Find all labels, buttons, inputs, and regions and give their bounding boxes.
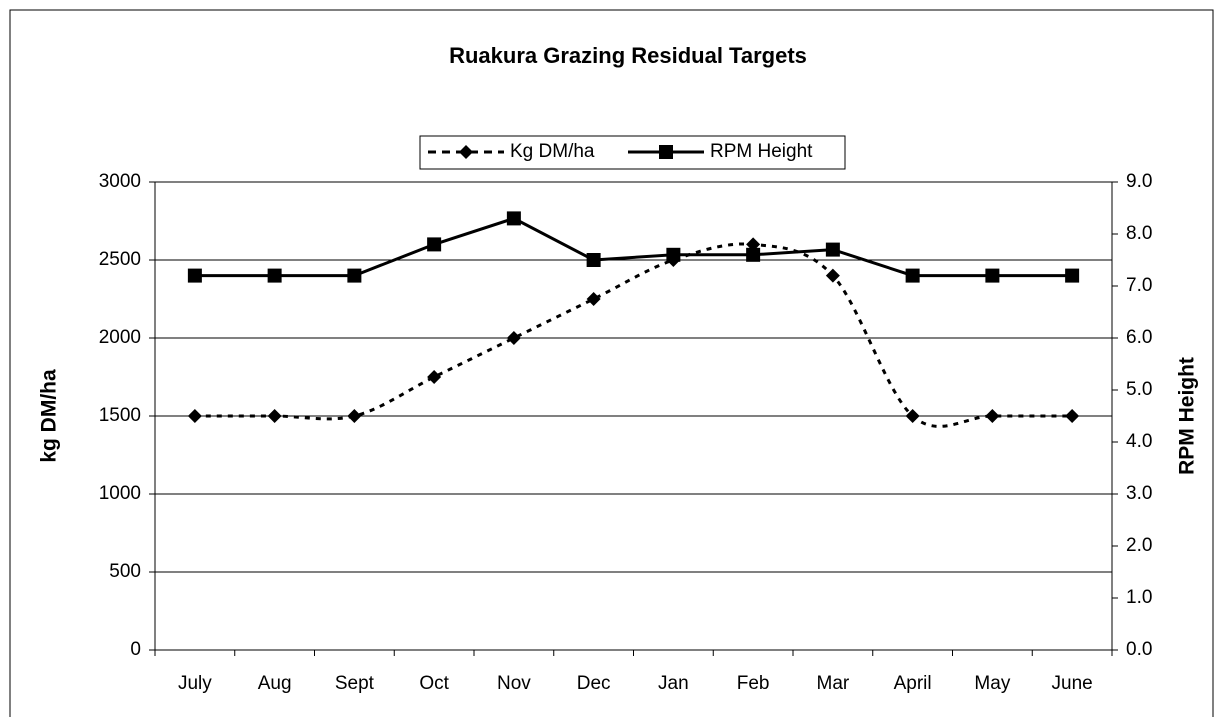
y2-tick-label: 2.0 bbox=[1126, 535, 1152, 556]
y-tick-label: 500 bbox=[109, 561, 141, 582]
marker bbox=[905, 268, 920, 283]
marker bbox=[746, 247, 761, 262]
marker bbox=[427, 237, 442, 252]
y2-tick-label: 3.0 bbox=[1126, 483, 1152, 504]
series-line bbox=[194, 216, 1073, 278]
marker bbox=[267, 268, 282, 283]
y-tick-label: 1000 bbox=[99, 483, 141, 504]
y2-tick-label: 5.0 bbox=[1126, 379, 1152, 400]
y2-tick-label: 7.0 bbox=[1126, 275, 1152, 296]
y-tick-label: 2500 bbox=[99, 249, 141, 270]
y2-tick-label: 0.0 bbox=[1126, 639, 1152, 660]
x-tick-label: Mar bbox=[817, 673, 850, 694]
x-tick-label: Jan bbox=[658, 673, 689, 694]
x-tick-label: Nov bbox=[497, 673, 531, 694]
y-tick-label: 0 bbox=[130, 639, 141, 660]
legend-label: Kg DM/ha bbox=[510, 141, 595, 162]
marker bbox=[1065, 409, 1080, 423]
chart-frame bbox=[9, 9, 1214, 717]
x-tick-label: April bbox=[894, 673, 932, 694]
y2-tick-label: 4.0 bbox=[1126, 431, 1152, 452]
marker bbox=[985, 409, 1000, 423]
marker bbox=[187, 268, 202, 283]
y2-tick-label: 8.0 bbox=[1126, 223, 1152, 244]
y2-axis-title: RPM Height bbox=[1176, 357, 1199, 475]
marker bbox=[905, 409, 920, 423]
x-tick-label: Dec bbox=[577, 673, 611, 694]
y2-tick-label: 6.0 bbox=[1126, 327, 1152, 348]
y-axis-title: kg DM/ha bbox=[38, 369, 61, 463]
marker bbox=[825, 242, 840, 257]
x-tick-label: July bbox=[178, 673, 212, 694]
x-tick-label: May bbox=[974, 673, 1010, 694]
marker bbox=[187, 409, 202, 423]
marker bbox=[586, 292, 601, 306]
marker bbox=[347, 409, 362, 423]
marker bbox=[267, 409, 282, 423]
x-tick-label: June bbox=[1052, 673, 1093, 694]
chart-title: Ruakura Grazing Residual Targets bbox=[449, 43, 807, 68]
marker bbox=[586, 253, 601, 267]
y-tick-label: 1500 bbox=[99, 405, 141, 426]
y-tick-label: 2000 bbox=[99, 327, 141, 348]
marker bbox=[985, 268, 1000, 283]
x-tick-label: Feb bbox=[737, 673, 770, 694]
marker bbox=[506, 211, 521, 226]
y2-tick-label: 9.0 bbox=[1126, 171, 1152, 192]
marker bbox=[347, 268, 362, 283]
legend-label: RPM Height bbox=[710, 141, 813, 162]
marker bbox=[427, 370, 442, 384]
x-tick-label: Aug bbox=[258, 673, 292, 694]
marker bbox=[1065, 268, 1080, 283]
marker bbox=[506, 331, 521, 345]
y-tick-label: 3000 bbox=[99, 171, 141, 192]
x-tick-label: Oct bbox=[419, 673, 449, 694]
marker bbox=[666, 247, 681, 262]
marker bbox=[659, 145, 673, 159]
x-tick-label: Sept bbox=[335, 673, 375, 694]
y2-tick-label: 1.0 bbox=[1126, 587, 1152, 608]
marker bbox=[825, 268, 840, 283]
marker bbox=[459, 145, 473, 159]
